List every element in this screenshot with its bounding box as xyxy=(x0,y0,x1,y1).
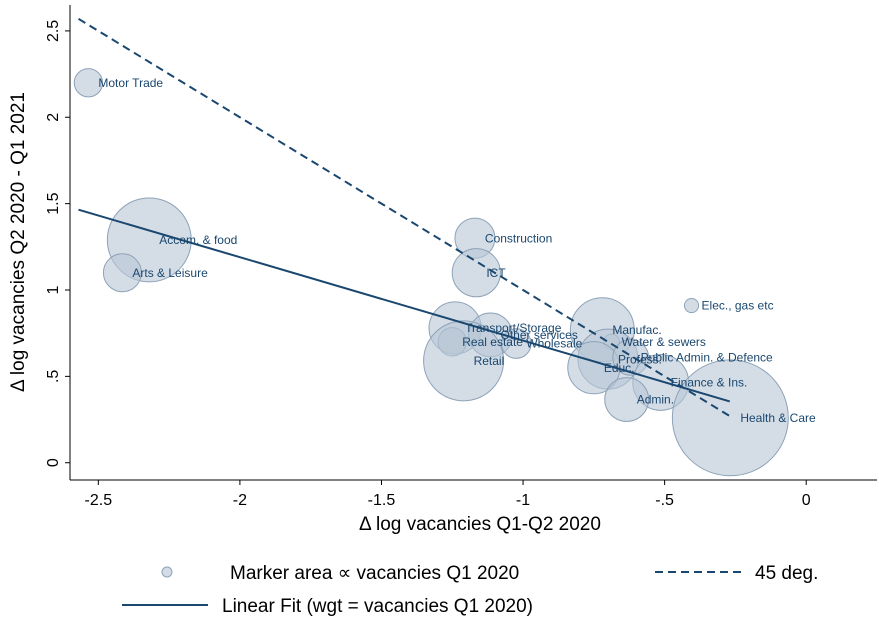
x-tick-label: -2.5 xyxy=(85,492,113,509)
point-label: Transport/Storage xyxy=(465,321,562,335)
point-label: Retail xyxy=(474,354,505,368)
bubble xyxy=(102,253,142,293)
point-label: Health & Care xyxy=(740,411,816,425)
bubble xyxy=(671,359,789,477)
point-label: Admin. xyxy=(637,393,674,407)
bubble xyxy=(423,320,505,402)
y-tick-label: 1.5 xyxy=(45,192,62,214)
point-label: Arts & Leisure xyxy=(132,266,208,280)
legend-label: Marker area ∝ vacancies Q1 2020 xyxy=(230,563,519,584)
x-tick-label: -1 xyxy=(516,492,530,509)
y-tick-label: 2.5 xyxy=(45,20,62,42)
fit-line xyxy=(78,208,731,403)
bubble xyxy=(683,297,700,314)
y-tick-label: 1 xyxy=(45,285,62,294)
point-label: Construction xyxy=(485,231,552,245)
point-label: Finance & Ins. xyxy=(671,376,748,390)
x-tick-label: 0 xyxy=(802,492,811,509)
y-axis-title: Δ log vacancies Q2 2020 - Q1 2021 xyxy=(8,92,29,392)
bubble xyxy=(604,377,650,422)
legend-marker xyxy=(161,566,173,578)
legend-label: Linear Fit (wgt = vacancies Q1 2020) xyxy=(222,596,533,617)
point-label: Wholesale xyxy=(526,337,582,351)
legend-label: 45 deg. xyxy=(755,563,818,584)
point-label: Manufac. xyxy=(612,323,661,337)
bubble xyxy=(451,248,501,298)
point-label: Accom. & food xyxy=(159,233,237,247)
x-tick-label: -1.5 xyxy=(368,492,396,509)
x-tick-label: -2 xyxy=(233,492,247,509)
point-label: Elec., gas etc xyxy=(702,299,774,313)
y-tick-label: .5 xyxy=(45,370,62,383)
point-label: Profess. xyxy=(618,352,662,366)
y-tick-label: 2 xyxy=(45,113,62,122)
point-label: Water & sewers xyxy=(622,335,706,349)
point-label: Motor Trade xyxy=(98,76,163,90)
x-axis-title: Δ log vacancies Q1-Q2 2020 xyxy=(359,514,601,535)
x-tick-label: -.5 xyxy=(655,492,674,509)
point-label: Real estate xyxy=(462,335,523,349)
y-tick-label: 0 xyxy=(45,458,62,467)
point-label: Public Admin. & Defence xyxy=(641,351,773,365)
bubble xyxy=(73,68,104,98)
reference-line xyxy=(77,17,731,417)
